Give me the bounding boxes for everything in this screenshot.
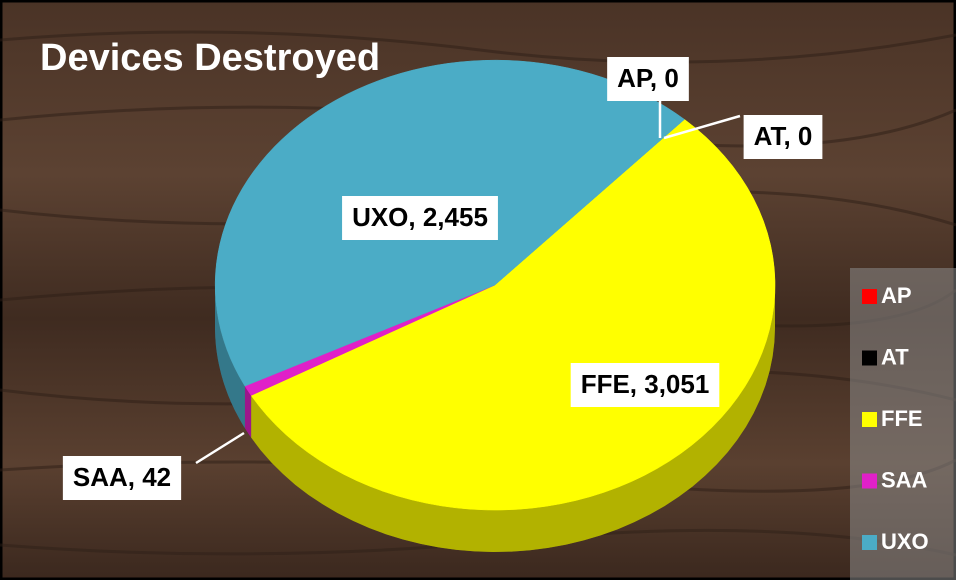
chart-title: Devices Destroyed (40, 37, 380, 79)
legend-swatch (862, 289, 877, 304)
data-label-box (570, 363, 720, 407)
legend-label: UXO (881, 529, 929, 554)
data-label-text: FFE, 3,051 (581, 369, 710, 399)
legend-label: SAA (881, 467, 928, 492)
data-label: AT, 0 (743, 115, 823, 159)
leader-line (195, 431, 245, 465)
data-label-text: UXO, 2,455 (352, 202, 488, 232)
data-label-text: SAA, 42 (73, 462, 171, 492)
leader-line (663, 114, 741, 140)
slice-side-shade (215, 285, 245, 429)
data-label-box (743, 115, 823, 159)
data-label: SAA, 42 (62, 456, 182, 500)
slice-side-shade (251, 285, 776, 552)
legend-swatch (862, 535, 877, 550)
data-label-text: AT, 0 (754, 121, 813, 151)
data-label: FFE, 3,051 (570, 363, 720, 407)
data-label-box (62, 456, 182, 500)
legend-label: AT (881, 344, 909, 369)
legend-label: AP (881, 283, 912, 308)
slice-side-shade (244, 386, 252, 438)
slice-side (215, 285, 245, 429)
data-label-box (607, 57, 689, 101)
data-label-box (342, 196, 498, 240)
legend-label: FFE (881, 406, 923, 431)
slice-side (244, 386, 252, 438)
data-label: AP, 0 (607, 57, 689, 101)
data-label: UXO, 2,455 (342, 196, 498, 240)
legend-swatch (862, 350, 877, 366)
legend-swatch (862, 412, 877, 427)
data-label-text: AP, 0 (617, 63, 679, 93)
slice-side (251, 285, 776, 552)
slice (250, 119, 776, 511)
legend-swatch (862, 473, 877, 489)
